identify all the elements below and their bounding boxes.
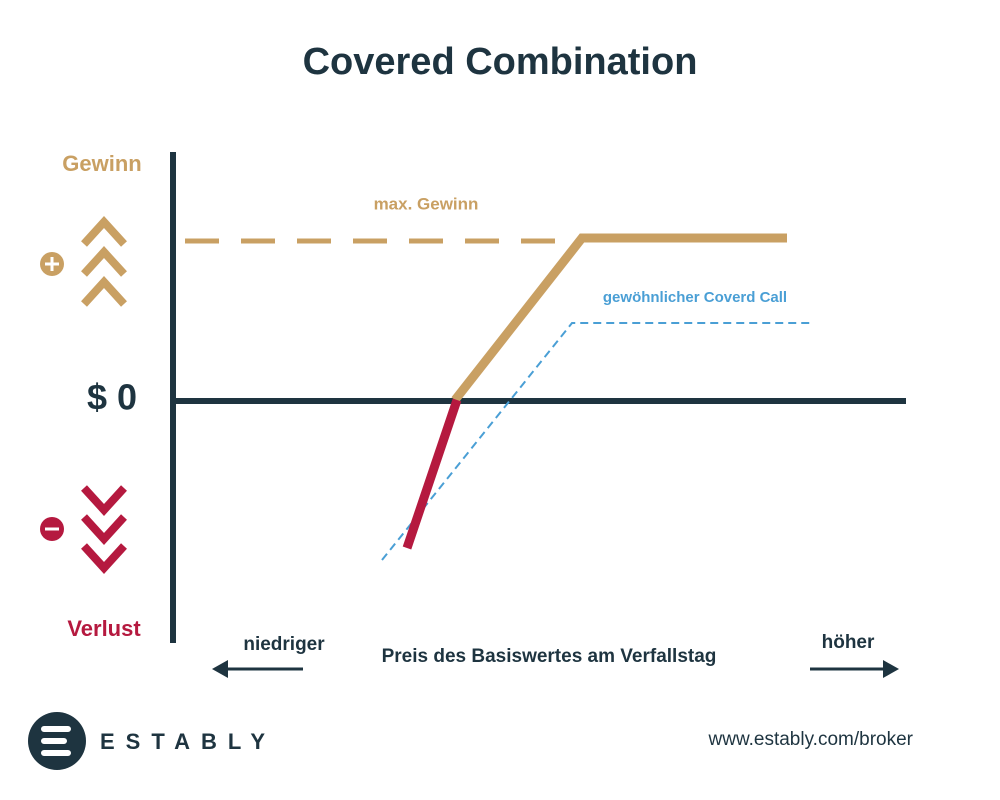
left-arrow-head bbox=[212, 660, 228, 678]
right-arrow-head bbox=[883, 660, 899, 678]
covered-call-line bbox=[381, 322, 810, 561]
covered-call-label: gewöhnlicher Coverd Call bbox=[603, 289, 787, 306]
plus-icon bbox=[40, 252, 64, 276]
lower-label: niedriger bbox=[243, 634, 325, 655]
gain-chevrons bbox=[81, 216, 127, 307]
brand: ESTABLY bbox=[100, 729, 276, 754]
x-axis-label: Preis des Basiswertes am Verfallstag bbox=[382, 646, 717, 667]
higher-label: höher bbox=[822, 632, 875, 653]
gain-label: Gewinn bbox=[62, 151, 141, 176]
loss-chevrons bbox=[81, 485, 127, 574]
zero-label: $ 0 bbox=[87, 377, 137, 418]
payoff-loss bbox=[402, 398, 462, 550]
url: www.estably.com/broker bbox=[708, 729, 914, 750]
payoff-gain bbox=[451, 233, 787, 403]
title: Covered Combination bbox=[303, 41, 698, 83]
minus-icon bbox=[40, 517, 64, 541]
max-gain-label: max. Gewinn bbox=[374, 194, 479, 213]
logo-icon bbox=[28, 712, 86, 770]
loss-label: Verlust bbox=[67, 616, 141, 641]
